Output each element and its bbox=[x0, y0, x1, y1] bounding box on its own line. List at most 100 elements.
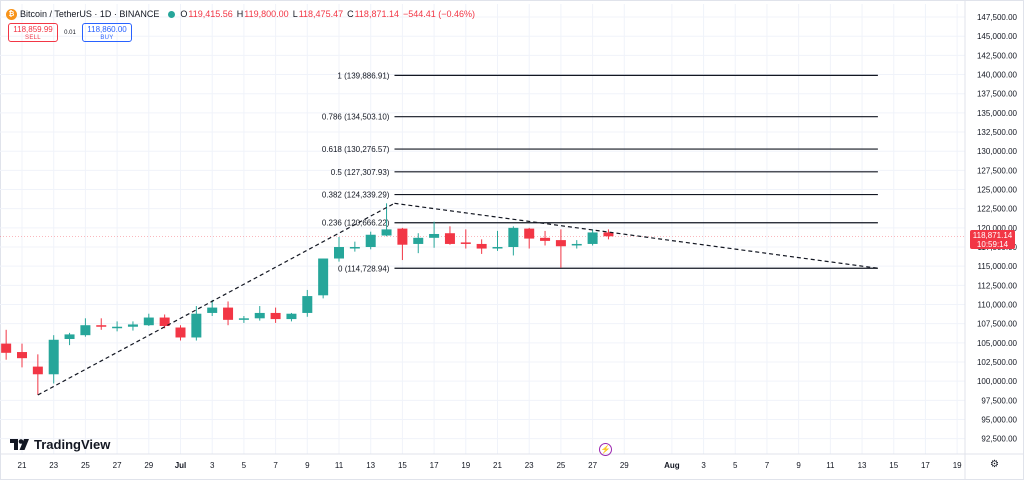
fib-level-label: 0.5 (127,307.93) bbox=[331, 168, 390, 177]
symbol-header: ₿ Bitcoin / TetherUS · 1D · BINANCE O 11… bbox=[6, 6, 479, 22]
time-tick-label: 21 bbox=[493, 461, 502, 470]
trend-line bbox=[37, 202, 395, 396]
price-tick-label: 147,500.00 bbox=[977, 13, 1018, 22]
time-tick-label: 3 bbox=[701, 461, 706, 470]
candle-body bbox=[334, 247, 344, 259]
fib-level-label: 0.618 (130,276.57) bbox=[322, 145, 390, 154]
time-tick-label: 5 bbox=[733, 461, 738, 470]
candle-body bbox=[1, 343, 12, 353]
gear-icon[interactable]: ⚙ bbox=[990, 459, 999, 470]
change-value: −544.41 (−0.46%) bbox=[402, 9, 476, 19]
price-tick-label: 102,500.00 bbox=[977, 358, 1018, 367]
time-tick-label: 11 bbox=[826, 461, 835, 470]
time-tick-label: Jul bbox=[175, 461, 187, 470]
tradingview-logo-icon bbox=[10, 439, 29, 450]
symbol-title[interactable]: Bitcoin / TetherUS · 1D · BINANCE bbox=[20, 9, 160, 19]
candle-body bbox=[159, 317, 170, 326]
time-tick-label: 27 bbox=[588, 461, 597, 470]
last-price-badge: 118,871.14 10:59:14 bbox=[970, 230, 1015, 249]
buy-button[interactable]: 118,860.00 BUY bbox=[82, 23, 132, 42]
candle-body bbox=[349, 247, 360, 249]
time-tick-label: 23 bbox=[49, 461, 58, 470]
high-label: H bbox=[236, 9, 244, 19]
time-tick-label: 9 bbox=[305, 461, 310, 470]
price-tick-label: 137,500.00 bbox=[977, 90, 1018, 99]
candle-body bbox=[381, 229, 392, 236]
time-tick-label: 19 bbox=[461, 461, 470, 470]
time-tick-label: 7 bbox=[273, 461, 278, 470]
candle-body bbox=[524, 228, 535, 239]
candle-body bbox=[318, 258, 329, 296]
time-tick-label: 25 bbox=[556, 461, 565, 470]
time-tick-label: 25 bbox=[81, 461, 90, 470]
time-tick-label: 3 bbox=[210, 461, 215, 470]
price-tick-label: 120,000.00 bbox=[977, 224, 1018, 233]
candle-body bbox=[365, 234, 376, 248]
candle-body bbox=[444, 233, 455, 244]
time-tick-label: 15 bbox=[889, 461, 898, 470]
time-tick-label: 23 bbox=[525, 461, 534, 470]
tradingview-logo[interactable]: TradingView bbox=[10, 437, 110, 452]
time-tick-label: 17 bbox=[430, 461, 439, 470]
candle-body bbox=[476, 243, 487, 249]
candle-body bbox=[127, 324, 138, 327]
price-tick-label: 127,500.00 bbox=[977, 166, 1018, 175]
market-status-icon bbox=[168, 10, 176, 18]
candle-body bbox=[587, 232, 598, 244]
fib-level-label: 0.382 (124,339.29) bbox=[322, 191, 390, 200]
low-label: L bbox=[292, 9, 298, 19]
time-tick-label: 5 bbox=[242, 461, 247, 470]
price-tick-label: 95,000.00 bbox=[981, 416, 1017, 425]
grid bbox=[0, 4, 965, 454]
candle-body bbox=[571, 243, 582, 246]
fibonacci-retracement: 1 (139,886.91) 0.786 (134,503.10) 0.618 (1… bbox=[322, 71, 878, 273]
time-tick-label: 13 bbox=[366, 461, 375, 470]
open-label: O bbox=[180, 9, 188, 19]
low-value: 118,475.47 bbox=[298, 9, 344, 19]
time-axis: 21 23 25 27 29 Jul 3 5 7 9 11 13 15 17 19 21 23 25 27 29 Aug… bbox=[0, 453, 1024, 470]
candle-body bbox=[112, 326, 123, 329]
candle-body bbox=[302, 296, 313, 313]
time-tick-label: 29 bbox=[144, 461, 153, 470]
price-tick-label: 92,500.00 bbox=[981, 435, 1017, 444]
candle-body bbox=[397, 228, 408, 245]
price-tick-label: 110,000.00 bbox=[978, 301, 1018, 310]
fib-level-label: 1 (139,886.91) bbox=[337, 71, 389, 80]
candle-body bbox=[270, 312, 281, 320]
time-tick-label: 15 bbox=[398, 461, 407, 470]
candlesticks bbox=[1, 203, 614, 395]
price-tick-label: 112,500.00 bbox=[978, 281, 1018, 290]
candle-body bbox=[64, 334, 75, 340]
time-tick-label: 19 bbox=[953, 461, 962, 470]
trend-line bbox=[394, 202, 878, 269]
candle-body bbox=[32, 366, 43, 375]
price-tick-label: 122,500.00 bbox=[977, 205, 1018, 214]
last-price: 118,871.14 bbox=[972, 231, 1013, 240]
price-tick-label: 132,500.00 bbox=[977, 128, 1018, 137]
price-tick-label: 135,000.00 bbox=[977, 109, 1018, 118]
close-value: 118,871.14 bbox=[354, 9, 399, 19]
candle-body bbox=[254, 312, 265, 319]
buy-label: BUY bbox=[100, 35, 114, 41]
candle-body bbox=[96, 325, 107, 327]
lightning-icon[interactable]: ⚡ bbox=[599, 443, 612, 456]
candle-body bbox=[48, 339, 59, 375]
buy-price: 118,860.00 bbox=[87, 25, 127, 34]
time-tick-label: 27 bbox=[113, 461, 122, 470]
price-tick-label: 97,500.00 bbox=[981, 396, 1017, 405]
price-tick-label: 107,500.00 bbox=[977, 320, 1018, 329]
candle-body bbox=[603, 232, 614, 237]
candle-body bbox=[413, 237, 424, 244]
candle-body bbox=[191, 313, 202, 338]
time-tick-label: 9 bbox=[796, 461, 801, 470]
fib-level-label: 0 (114,728.94) bbox=[338, 264, 390, 273]
candle-countdown: 10:59:14 bbox=[976, 240, 1009, 249]
price-tick-label: 130,000.00 bbox=[977, 147, 1018, 156]
sell-label: SELL bbox=[25, 35, 41, 41]
price-tick-label: 100,000.00 bbox=[977, 377, 1018, 386]
candle-body bbox=[429, 233, 440, 238]
candle-body bbox=[540, 237, 551, 241]
sell-button[interactable]: 118,859.99 SELL bbox=[8, 23, 58, 42]
spread-value: 0.01 bbox=[64, 29, 76, 36]
